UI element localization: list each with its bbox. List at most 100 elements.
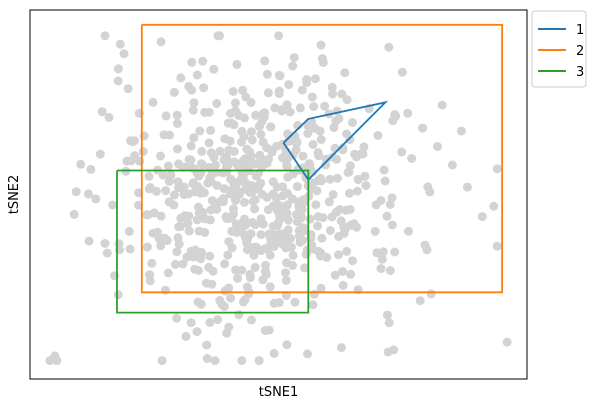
scatter-point xyxy=(220,286,230,296)
scatter-point xyxy=(273,206,283,216)
scatter-point xyxy=(97,107,107,117)
scatter-point xyxy=(328,89,338,99)
scatter-point xyxy=(102,248,112,258)
scatter-point xyxy=(407,154,417,163)
scatter-point xyxy=(190,264,200,274)
scatter-point xyxy=(172,247,182,257)
scatter-point xyxy=(198,56,208,66)
scatter-point xyxy=(221,212,231,222)
scatter-point xyxy=(234,310,244,320)
scatter-point xyxy=(293,182,302,192)
scatter-point xyxy=(206,148,216,158)
scatter-point xyxy=(447,160,457,170)
scatter-point xyxy=(397,67,407,77)
scatter-point xyxy=(342,95,352,105)
scatter-point xyxy=(281,291,291,301)
scatter-point xyxy=(277,106,287,116)
scatter-point xyxy=(325,174,335,184)
scatter-point xyxy=(130,151,140,161)
scatter-point xyxy=(178,259,188,269)
scatter-point xyxy=(230,98,240,108)
scatter-point xyxy=(188,105,198,115)
scatter-point xyxy=(371,200,381,210)
scatter-point xyxy=(403,108,413,118)
scatter-point xyxy=(173,144,182,154)
scatter-point xyxy=(437,100,447,110)
scatter-point xyxy=(376,264,386,274)
scatter-point xyxy=(334,250,343,260)
scatter-point xyxy=(172,313,182,323)
scatter-point xyxy=(156,151,165,161)
scatter-point xyxy=(199,83,209,93)
scatter-point xyxy=(316,40,326,50)
scatter-point xyxy=(196,299,206,309)
scatter-point xyxy=(229,209,238,219)
scatter-point xyxy=(378,247,388,257)
scatter-point xyxy=(204,107,214,117)
scatter-point xyxy=(128,137,138,147)
scatter-point xyxy=(260,326,270,336)
scatter-point xyxy=(382,211,392,221)
scatter-point xyxy=(293,197,303,207)
scatter-point xyxy=(173,233,183,243)
scatter-point xyxy=(308,300,318,310)
scatter-point xyxy=(256,230,266,240)
scatter-point xyxy=(198,207,208,217)
scatter-point xyxy=(274,31,284,41)
scatter-point xyxy=(181,331,191,341)
scatter-point xyxy=(250,246,260,256)
scatter-point xyxy=(307,244,317,254)
scatter-point xyxy=(250,262,260,272)
scatter-point xyxy=(415,296,425,306)
scatter-point xyxy=(344,188,354,198)
scatter-point xyxy=(91,194,101,204)
scatter-point xyxy=(342,129,352,139)
series-line-3 xyxy=(116,169,310,314)
scatter-point xyxy=(163,161,173,171)
scatter-point xyxy=(389,345,399,355)
scatter-point xyxy=(153,227,162,237)
scatter-point xyxy=(157,356,167,366)
scatter-point xyxy=(86,164,96,174)
scatter-point xyxy=(125,244,135,254)
scatter-point xyxy=(288,61,298,71)
scatter-point xyxy=(425,187,435,197)
scatter-point xyxy=(119,49,129,59)
scatter-point xyxy=(269,298,279,308)
scatter-point xyxy=(207,279,217,289)
scatter-point xyxy=(260,108,270,118)
scatter-point xyxy=(237,265,247,275)
scatter-point xyxy=(477,212,487,222)
scatter-point xyxy=(169,190,179,200)
scatter-point xyxy=(251,110,261,120)
scatter-point xyxy=(387,220,397,230)
scatter-point xyxy=(342,246,352,256)
scatter-point xyxy=(230,106,240,116)
scatter-point xyxy=(189,164,199,174)
scatter-point xyxy=(318,213,328,223)
scatter-point xyxy=(197,146,207,156)
scatter-point xyxy=(142,242,152,252)
scatter-point xyxy=(307,184,317,193)
scatter-point xyxy=(311,200,321,210)
scatter-point xyxy=(300,263,310,273)
scatter-point xyxy=(84,189,93,199)
scatter-point xyxy=(215,295,225,305)
scatter-point xyxy=(328,190,338,199)
scatter-point xyxy=(379,165,389,175)
scatter-point xyxy=(239,216,248,226)
scatter-point xyxy=(373,131,383,140)
scatter-point xyxy=(274,70,284,80)
scatter-point xyxy=(229,146,239,156)
scatter-point xyxy=(302,75,312,84)
scatter-point xyxy=(113,76,123,86)
scatter-point xyxy=(215,146,225,156)
scatter-point xyxy=(297,85,307,95)
scatter-point xyxy=(194,226,204,236)
scatter-point xyxy=(187,57,197,67)
scatter-point xyxy=(334,114,344,124)
scatter-point xyxy=(390,247,400,257)
scatter-point xyxy=(261,269,271,279)
scatter-point xyxy=(114,239,124,249)
scatter-point xyxy=(262,69,272,79)
